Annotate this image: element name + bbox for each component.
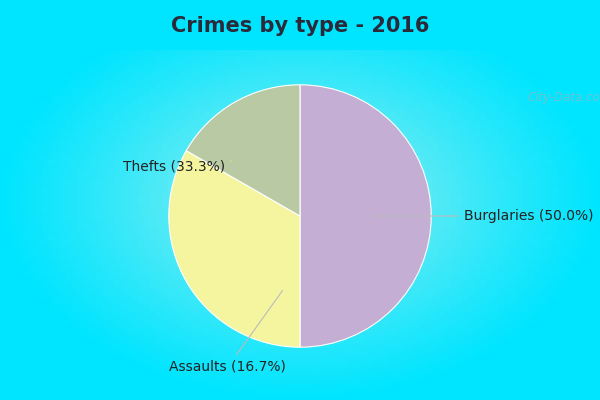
Text: Burglaries (50.0%): Burglaries (50.0%) bbox=[375, 209, 593, 223]
Wedge shape bbox=[300, 85, 431, 347]
Text: Crimes by type - 2016: Crimes by type - 2016 bbox=[171, 16, 429, 36]
Text: City-Data.com: City-Data.com bbox=[527, 91, 600, 104]
Wedge shape bbox=[186, 85, 300, 216]
Wedge shape bbox=[169, 151, 300, 347]
Text: Assaults (16.7%): Assaults (16.7%) bbox=[169, 290, 286, 374]
Text: Thefts (33.3%): Thefts (33.3%) bbox=[123, 159, 232, 173]
